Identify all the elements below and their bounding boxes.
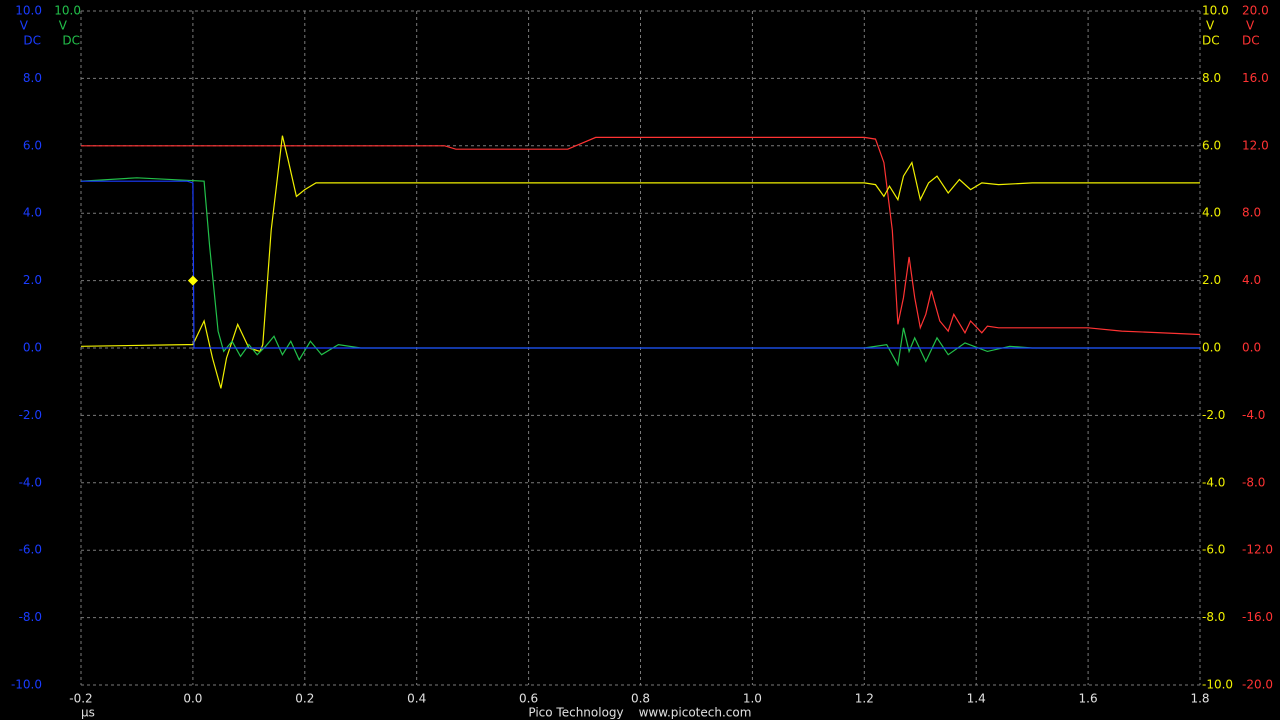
- footer-company: Pico Technology: [528, 706, 623, 720]
- y-tick-label: 10.0: [54, 4, 81, 18]
- y-tick-label: -6.0: [1202, 543, 1225, 557]
- y-tick-label: -20.0: [1242, 678, 1273, 692]
- axis-coupling: DC: [1202, 34, 1220, 48]
- y-tick-label: -16.0: [1242, 610, 1273, 624]
- y-tick-label: 8.0: [23, 71, 42, 85]
- trigger-marker: [187, 275, 198, 286]
- y-tick-label: -10.0: [11, 678, 42, 692]
- axis-coupling: DC: [62, 34, 80, 48]
- x-tick-label: -0.2: [69, 692, 92, 706]
- x-unit: µs: [81, 706, 95, 720]
- y-tick-label: -4.0: [1202, 475, 1225, 489]
- y-tick-label: 0.0: [1202, 341, 1221, 355]
- y-tick-label: 16.0: [1242, 71, 1269, 85]
- y-tick-label: -12.0: [1242, 543, 1273, 557]
- axis-coupling: DC: [23, 34, 41, 48]
- trace: [81, 136, 1201, 336]
- trace: [81, 180, 1200, 349]
- y-tick-label: 6.0: [1202, 138, 1221, 152]
- y-tick-label: 4.0: [1202, 206, 1221, 220]
- axis-unit: V: [1246, 19, 1255, 33]
- y-tick-label: 8.0: [1242, 206, 1261, 220]
- y-tick-label: 10.0: [15, 4, 42, 18]
- x-tick-label: 1.0: [743, 692, 762, 706]
- axis-unit: V: [20, 19, 29, 33]
- x-tick-label: 0.6: [519, 692, 538, 706]
- y-tick-label: -8.0: [1242, 475, 1265, 489]
- axis-coupling: DC: [1242, 34, 1260, 48]
- x-tick-label: 0.4: [407, 692, 426, 706]
- axis-unit: V: [1206, 19, 1215, 33]
- axis-unit: V: [59, 19, 68, 33]
- y-tick-label: 2.0: [23, 273, 42, 287]
- y-tick-label: -2.0: [1202, 408, 1225, 422]
- y-tick-label: 6.0: [23, 138, 42, 152]
- x-tick-label: 0.0: [183, 692, 202, 706]
- y-tick-label: 8.0: [1202, 71, 1221, 85]
- x-tick-label: 1.8: [1190, 692, 1209, 706]
- y-tick-label: 20.0: [1242, 4, 1269, 18]
- y-tick-label: -8.0: [19, 610, 42, 624]
- y-tick-label: 4.0: [1242, 273, 1261, 287]
- trace: [80, 135, 1200, 389]
- y-tick-label: -4.0: [19, 475, 42, 489]
- x-tick-label: 0.2: [295, 692, 314, 706]
- x-tick-label: 0.8: [631, 692, 650, 706]
- y-tick-label: 10.0: [1202, 4, 1229, 18]
- x-tick-label: 1.6: [1079, 692, 1098, 706]
- y-tick-label: -6.0: [19, 543, 42, 557]
- y-tick-label: -4.0: [1242, 408, 1265, 422]
- y-tick-label: 12.0: [1242, 138, 1269, 152]
- y-tick-label: 2.0: [1202, 273, 1221, 287]
- y-tick-label: -2.0: [19, 408, 42, 422]
- x-tick-label: 1.4: [967, 692, 986, 706]
- y-tick-label: -8.0: [1202, 610, 1225, 624]
- y-tick-label: 4.0: [23, 206, 42, 220]
- x-tick-label: 1.2: [855, 692, 874, 706]
- y-tick-label: -10.0: [1202, 678, 1233, 692]
- y-tick-label: 0.0: [1242, 341, 1261, 355]
- y-tick-label: 0.0: [23, 341, 42, 355]
- footer-url: www.picotech.com: [639, 706, 752, 720]
